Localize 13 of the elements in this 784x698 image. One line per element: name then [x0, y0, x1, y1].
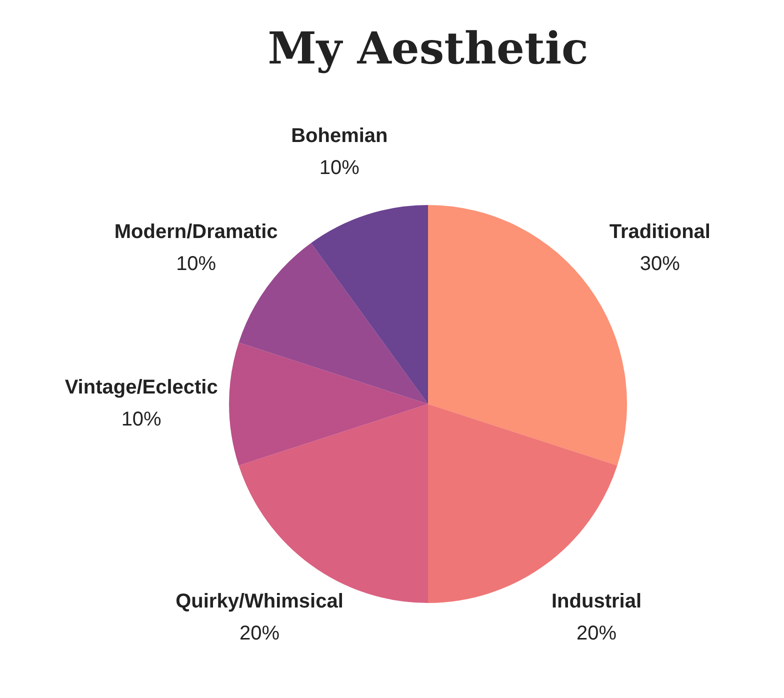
slice-label: Industrial — [551, 590, 642, 613]
chart-title: My Aesthetic — [268, 23, 588, 74]
data-label: 10% — [121, 408, 162, 431]
slice-label: Bohemian — [291, 124, 388, 147]
data-label: 10% — [176, 252, 216, 275]
data-label: 20% — [576, 622, 617, 645]
data-label: 20% — [239, 622, 280, 645]
data-label: 30% — [640, 252, 680, 275]
slice-label: Quirky/Whimsical — [176, 590, 344, 613]
slice-label: Vintage/Eclectic — [64, 376, 218, 399]
data-label: 10% — [319, 156, 360, 179]
slice-label: Traditional — [609, 220, 710, 243]
slice-label: Modern/Dramatic — [114, 220, 278, 243]
